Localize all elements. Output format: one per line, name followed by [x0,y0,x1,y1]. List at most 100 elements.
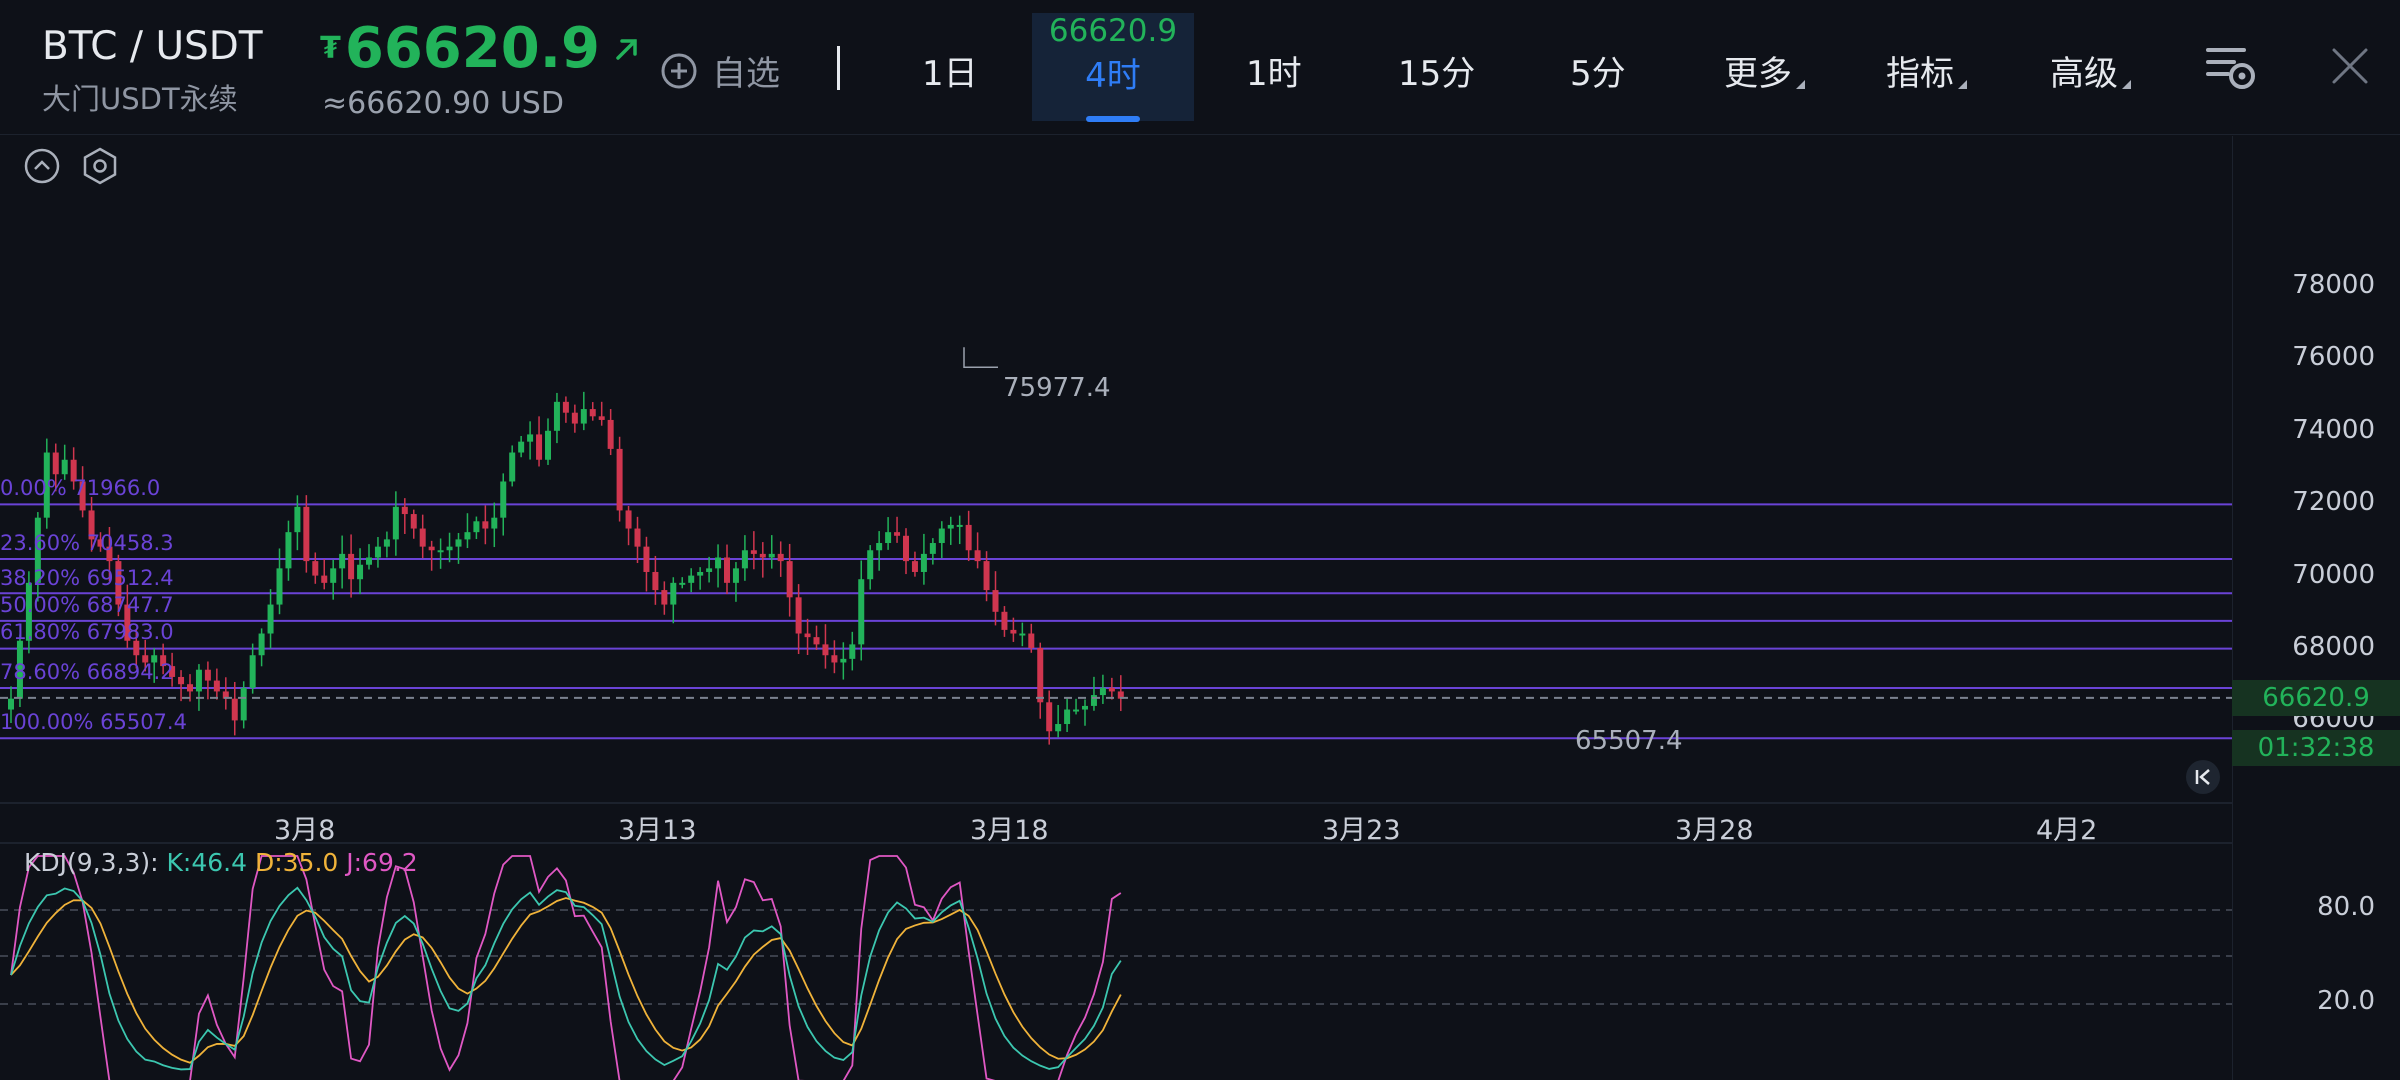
candle-body [160,655,167,667]
candle-body [509,452,516,482]
candle-body [795,597,802,634]
candle-body [473,521,480,533]
candle-body [491,517,498,529]
price-value: 66620.9 [344,16,600,81]
advanced-menu[interactable]: 高级 [2050,46,2131,95]
scroll-to-latest-button[interactable] [2186,760,2220,794]
date-tick: 4月2 [2036,815,2098,846]
advanced-menu-label: 高级 [2050,54,2118,94]
hexagon-settings-icon[interactable] [80,146,120,186]
candle-body [589,409,596,417]
candle-body [249,655,256,688]
candle-body [947,524,954,529]
candle-body [983,561,990,591]
candle-body [876,543,883,551]
header: BTC / USDT 大门USDT永续 ₮ 66620.9 ≈66620.90 … [0,0,2400,135]
candle-body [133,640,140,656]
low-price-label: 65507.4 [1575,726,1683,756]
candle-body [8,698,14,710]
last-price-badge: 66620.9 [2232,680,2400,716]
candle-body [1090,695,1097,706]
close-icon[interactable] [2330,46,2370,86]
candle-body [679,582,686,585]
candle-body [339,553,346,569]
corner-triangle-icon [2122,80,2131,89]
favorite-button[interactable]: 自选 [660,46,780,95]
candle-body [768,553,775,558]
candle-body [1037,648,1044,703]
chart-settings-icon[interactable] [2204,44,2258,92]
price-tick: 74000 [2292,415,2375,445]
fib-label-6: 100.00% 65507.4 [0,710,187,734]
candle-body [858,579,865,645]
price-tick: 70000 [2292,560,2375,590]
kdj-lines [0,855,2232,1080]
candle-body [1082,705,1088,710]
candle-body [545,430,551,460]
date-tick: 3月8 [274,815,336,846]
candle-body [374,546,381,558]
candle-body [321,575,328,583]
date-tick: 3月18 [970,815,1049,846]
candle-body [34,517,41,583]
candle-body [43,452,50,518]
price-tick: 68000 [2292,632,2375,662]
candle-body [464,532,471,540]
candle-body [500,481,507,518]
candle-body [724,557,730,583]
indicators-menu[interactable]: 指标 [1886,46,1967,95]
price-tick: 72000 [2292,487,2375,517]
candle-body [822,644,829,656]
fib-label-2: 38.20% 69512.4 [0,566,174,590]
date-tick: 3月23 [1322,815,1401,846]
candle-body [804,633,811,638]
contract-subtitle: 大门USDT永续 [42,82,238,116]
more-menu[interactable]: 更多 [1724,46,1805,95]
candle-body [258,633,265,656]
candle-body [357,564,364,580]
indicators-menu-label: 指标 [1886,54,1954,94]
candle-body [840,658,847,663]
candle-body [938,528,945,544]
candle-body [732,568,739,583]
candle-body [956,524,963,527]
candle-body [267,604,274,634]
candle-body [607,419,614,449]
more-menu-label: 更多 [1724,54,1792,94]
tab-1h[interactable]: 1时 [1246,54,1302,94]
tab-4h[interactable]: 66620.9 4时 [1032,13,1194,122]
candle-body [169,666,176,677]
candle-body [553,401,560,431]
candle-body [643,546,650,572]
candle-body [616,448,623,511]
active-tab-indicator [1086,116,1140,122]
candle-body [204,669,211,681]
candle-body [330,568,337,583]
price-axis[interactable]: 78000 76000 74000 72000 70000 68000 6600… [2232,136,2400,1080]
candle-body [294,506,301,533]
price-chart[interactable] [0,136,2232,1080]
candle-body [52,452,59,475]
kdj-d: D:35.0 [254,848,339,877]
candle-body [1117,691,1124,699]
candle-body [1055,724,1062,732]
candle-body [965,524,972,551]
candle-body [178,676,185,685]
kdj-level-80: 80.0 [2317,892,2375,922]
candle-body [1073,709,1080,712]
candle-body [813,637,820,645]
pair-title[interactable]: BTC / USDT [42,24,263,69]
kdj-d-line [10,897,1122,1064]
candle-body [142,655,149,663]
currency-symbol: ₮ [320,31,341,66]
collapse-up-icon[interactable] [22,146,62,186]
candle-body [536,434,543,460]
candle-body [303,506,310,562]
tab-1d[interactable]: 1日 [922,54,978,94]
tab-5m[interactable]: 5分 [1570,54,1626,94]
candlesticks [8,391,1124,745]
candle-body [482,521,489,529]
arrow-up-right-icon [616,38,637,60]
tab-15m[interactable]: 15分 [1398,54,1476,94]
high-price-label: 75977.4 [1003,373,1111,403]
